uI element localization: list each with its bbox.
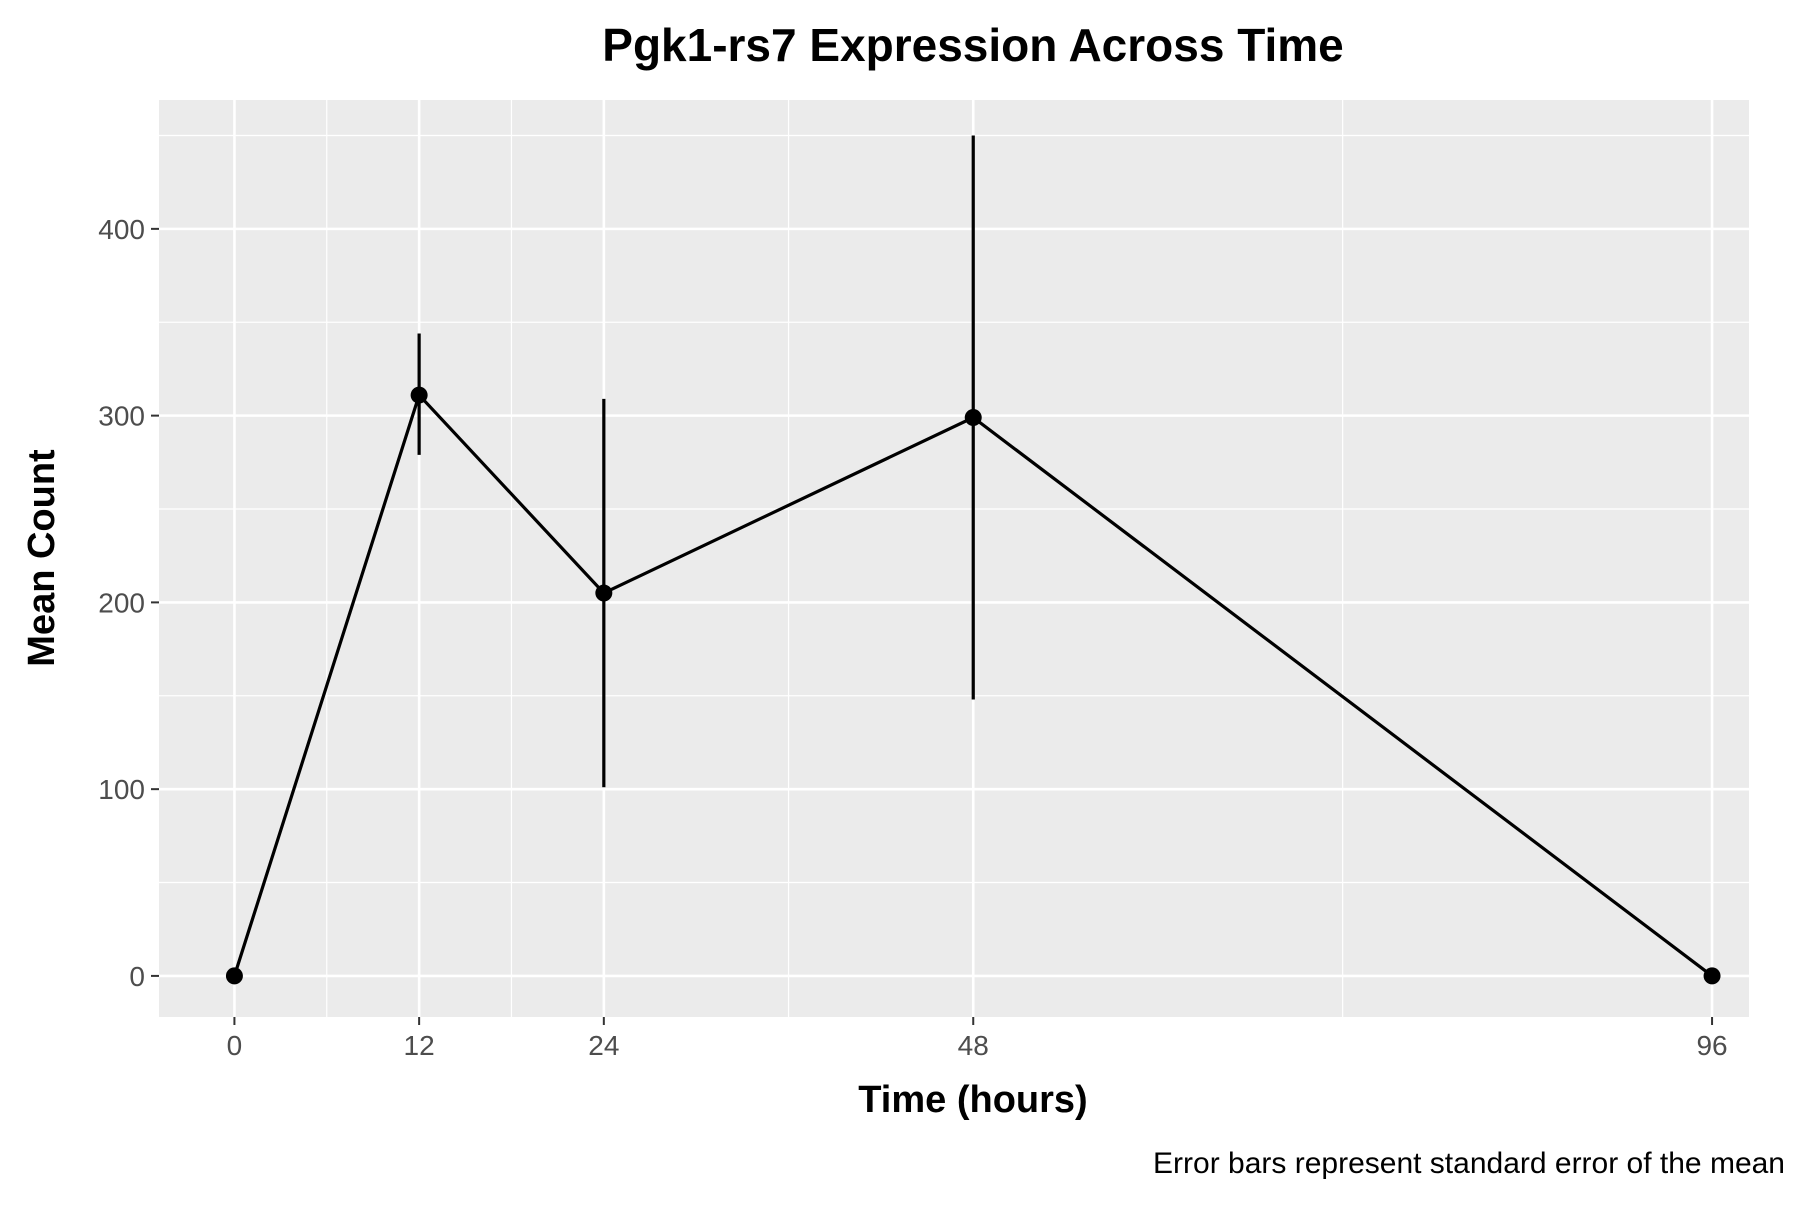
y-tick-label: 300: [98, 401, 145, 432]
data-point: [595, 584, 613, 602]
data-point: [410, 386, 428, 404]
x-tick-label: 12: [404, 1030, 435, 1061]
chart-title: Pgk1-rs7 Expression Across Time: [602, 19, 1343, 71]
y-tick-label: 0: [129, 961, 145, 992]
x-tick-label: 0: [227, 1030, 243, 1061]
data-points: [225, 386, 1721, 985]
y-tick-label: 200: [98, 587, 145, 618]
x-tick-label: 24: [588, 1030, 619, 1061]
data-point: [1703, 967, 1721, 985]
data-point: [225, 967, 243, 985]
data-point: [964, 408, 982, 426]
x-tick-label: 48: [958, 1030, 989, 1061]
x-axis-title: Time (hours): [858, 1079, 1087, 1121]
y-tick-label: 400: [98, 214, 145, 245]
chart-caption: Error bars represent standard error of t…: [1153, 1147, 1785, 1180]
y-axis-title: Mean Count: [21, 449, 63, 667]
plot-panel: [159, 100, 1749, 1017]
x-tick-label: 96: [1696, 1030, 1727, 1061]
axis-ticks: 0 100 200 300 400 0 12 24 48 96: [98, 214, 1727, 1061]
y-tick-label: 100: [98, 774, 145, 805]
